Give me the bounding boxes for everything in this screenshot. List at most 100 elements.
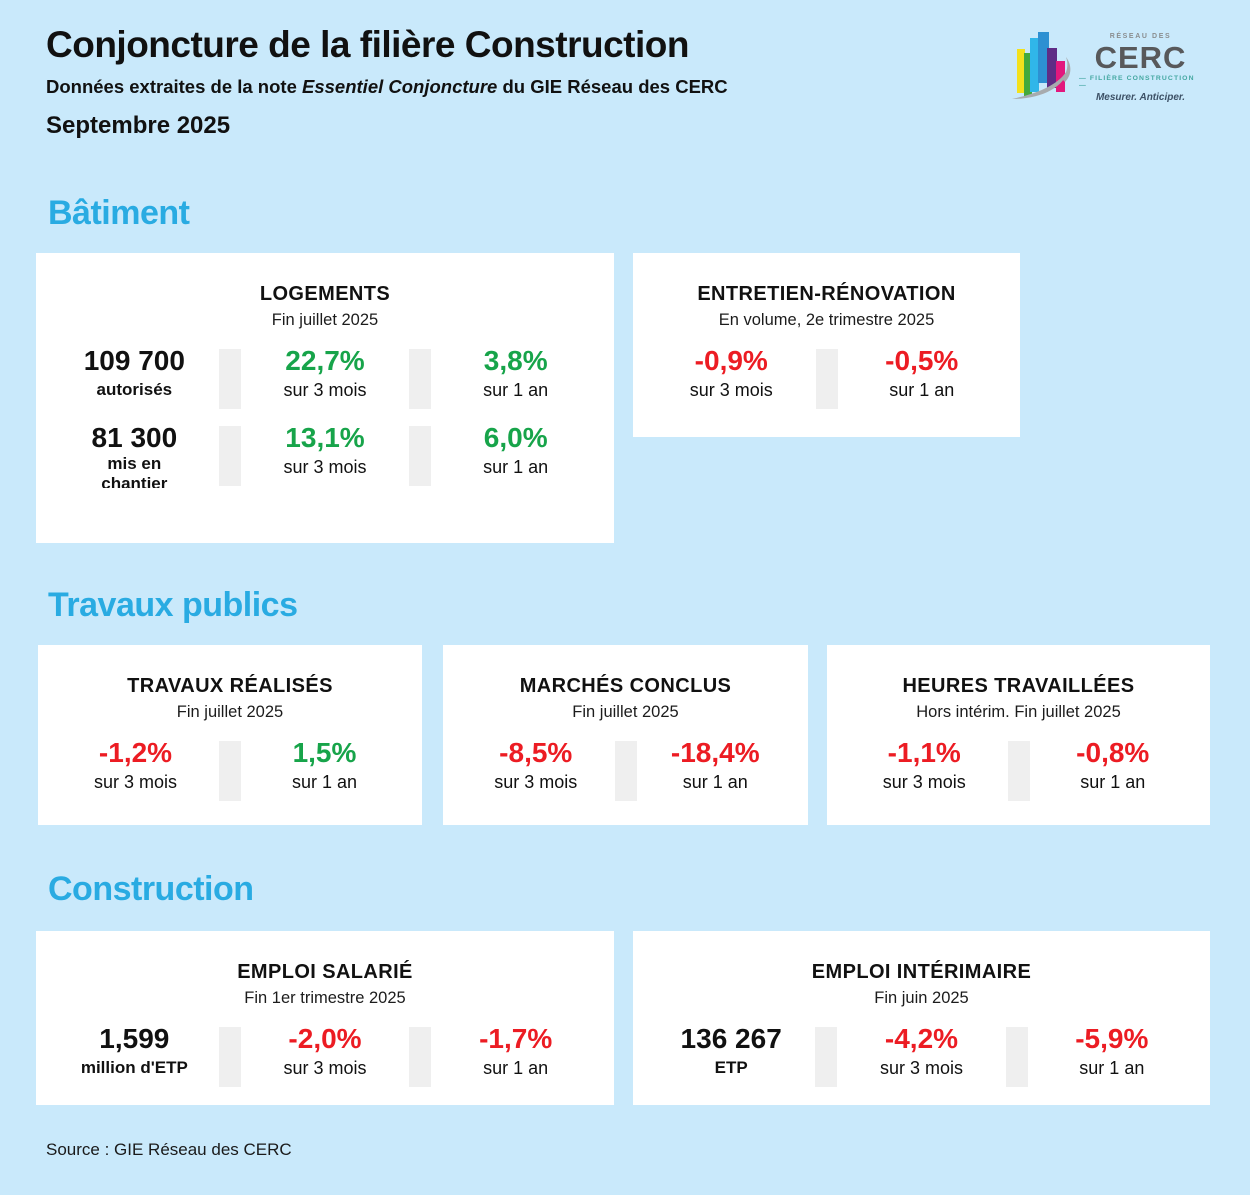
stat-label: sur 1 an [1079, 1057, 1145, 1078]
stat-value: 3,8% [483, 345, 548, 376]
divider [218, 1027, 241, 1087]
card-logements: LOGEMENTS Fin juillet 2025 109 700 autor… [36, 253, 614, 543]
report-date: Septembre 2025 [46, 112, 231, 139]
stat-label: sur 3 mois [283, 379, 367, 400]
logo-filiere-label: — FILIÈRE CONSTRUCTION — [1079, 75, 1195, 89]
page-title: Conjoncture de la filière Construction [46, 24, 689, 65]
stat-col: -1,1% sur 3 mois [841, 737, 1008, 793]
divider [409, 426, 432, 486]
stat-label: sur 3 mois [93, 771, 178, 792]
divider [815, 1027, 838, 1087]
logo-network-label: RÉSEAU DES [1109, 33, 1172, 41]
stat-value: -2,0% [288, 1023, 362, 1054]
stat-col: 13,1% sur 3 mois [241, 422, 410, 478]
section-heading-construction: Construction [48, 870, 254, 908]
stat-col: -0,8% sur 1 an [1030, 737, 1197, 793]
stat-col: -1,7% sur 1 an [431, 1023, 600, 1079]
stat-col: -8,5% sur 3 mois [457, 737, 615, 793]
divider [815, 349, 838, 409]
stat-label: sur 1 an [889, 379, 955, 400]
card-title: EMPLOI SALARIÉ [237, 961, 413, 983]
stat-value: -4,2% [884, 1023, 959, 1054]
divider [219, 741, 241, 801]
stat-col: 1,5% sur 1 an [241, 737, 408, 793]
card-title: MARCHÉS CONCLUS [519, 675, 732, 697]
stat-value: 13,1% [285, 422, 365, 453]
subtitle-prefix: Données extraites de la note [46, 76, 297, 97]
card-title: TRAVAUX RÉALISÉS [127, 675, 333, 697]
card-title: LOGEMENTS [259, 283, 391, 305]
stat-label: sur 1 an [483, 1057, 549, 1078]
headline-value: 109 700 [83, 345, 185, 376]
divider [614, 741, 637, 801]
marches-conclus-stats-row: -8,5% sur 3 mois -18,4% sur 1 an [443, 737, 808, 801]
stat-label: sur 1 an [483, 456, 549, 477]
heures-travaillees-stats-row: -1,1% sur 3 mois -0,8% sur 1 an [827, 737, 1210, 801]
logements-row-autorises: 109 700 autorisés 22,7% sur 3 mois 3,8% … [36, 345, 614, 409]
card-emploi-interimaire: EMPLOI INTÉRIMAIRE Fin juin 2025 136 267… [633, 931, 1210, 1105]
headline-label: mis en chantier [101, 453, 168, 488]
card-subtitle: Fin juin 2025 [874, 989, 969, 1007]
divider [218, 426, 241, 486]
card-travaux-realises: TRAVAUX RÉALISÉS Fin juillet 2025 -1,2% … [38, 645, 422, 825]
logements-row-mis-en-chantier: 81 300 mis en chantier 13,1% sur 3 mois … [36, 422, 614, 488]
card-title: HEURES TRAVAILLÉES [902, 675, 1135, 697]
travaux-realises-stats-row: -1,2% sur 3 mois 1,5% sur 1 an [38, 737, 422, 801]
page-subtitle: Données extraites de la note Essentiel C… [46, 76, 728, 98]
card-subtitle: Fin 1er trimestre 2025 [244, 989, 406, 1007]
stat-label: sur 1 an [291, 771, 358, 792]
stat-label: sur 3 mois [283, 1057, 367, 1078]
stat-label: sur 3 mois [879, 1057, 963, 1078]
emploi-salarie-stats-row: 1,599 million d'ETP -2,0% sur 3 mois -1,… [36, 1023, 614, 1087]
card-entretien-renovation: ENTRETIEN-RÉNOVATION En volume, 2e trime… [633, 253, 1020, 437]
stat-label: sur 1 an [1080, 771, 1146, 792]
stat-value: -1,7% [479, 1023, 553, 1054]
stat-col: 109 700 autorisés [50, 345, 219, 400]
logo-name: CERC [1094, 40, 1187, 76]
stat-value: 22,7% [285, 345, 365, 376]
stat-value: -18,4% [670, 737, 760, 768]
headline-value: 81 300 [91, 422, 178, 453]
stat-col: 3,8% sur 1 an [431, 345, 600, 401]
section-heading-travaux-publics: Travaux publics [48, 586, 298, 624]
stat-value: -1,2% [98, 737, 173, 768]
stat-col: 6,0% sur 1 an [431, 422, 600, 478]
divider [1007, 741, 1030, 801]
headline-value: 136 267 [680, 1023, 782, 1054]
cerc-logo: RÉSEAU DES CERC — FILIÈRE CONSTRUCTION —… [1012, 26, 1202, 110]
stat-value: -0,5% [885, 345, 959, 376]
section-heading-batiment: Bâtiment [48, 194, 190, 232]
card-subtitle: Hors intérim. Fin juillet 2025 [916, 703, 1121, 721]
stat-value: -1,1% [887, 737, 961, 768]
card-title: ENTRETIEN-RÉNOVATION [697, 283, 956, 305]
stat-value: -0,9% [694, 345, 768, 376]
divider [218, 349, 241, 409]
card-marches-conclus: MARCHÉS CONCLUS Fin juillet 2025 -8,5% s… [443, 645, 808, 825]
stat-label: sur 3 mois [689, 379, 773, 400]
stat-col: 22,7% sur 3 mois [241, 345, 410, 401]
cerc-skyline-icon [1012, 32, 1071, 99]
divider [1005, 1027, 1028, 1087]
card-title: EMPLOI INTÉRIMAIRE [811, 961, 1032, 983]
card-subtitle: Fin juillet 2025 [271, 311, 379, 329]
stat-col: 136 267 ETP [647, 1023, 815, 1078]
emploi-interimaire-stats-row: 136 267 ETP -4,2% sur 3 mois -5,9% sur 1… [633, 1023, 1210, 1087]
stat-value: -8,5% [499, 737, 573, 768]
stat-label: sur 3 mois [494, 771, 578, 792]
stat-label: sur 3 mois [882, 771, 966, 792]
stat-value: -5,9% [1075, 1023, 1149, 1054]
divider [409, 349, 432, 409]
stat-value: 6,0% [483, 422, 548, 453]
stat-label: sur 1 an [682, 771, 748, 792]
subtitle-note-name: Essentiel Conjoncture [302, 76, 498, 97]
logo-tagline: Mesurer. Anticiper. [1095, 91, 1186, 103]
headline-label: million d'ETP [80, 1057, 188, 1077]
stat-value: 1,5% [292, 737, 357, 768]
stat-col: -0,9% sur 3 mois [647, 345, 816, 401]
stat-col: -4,2% sur 3 mois [837, 1023, 1005, 1079]
card-subtitle: En volume, 2e trimestre 2025 [718, 311, 935, 329]
stat-col: 1,599 million d'ETP [50, 1023, 219, 1078]
headline-label: ETP [714, 1057, 748, 1077]
card-heures-travaillees: HEURES TRAVAILLÉES Hors intérim. Fin jui… [827, 645, 1210, 825]
card-subtitle: Fin juillet 2025 [572, 703, 679, 721]
